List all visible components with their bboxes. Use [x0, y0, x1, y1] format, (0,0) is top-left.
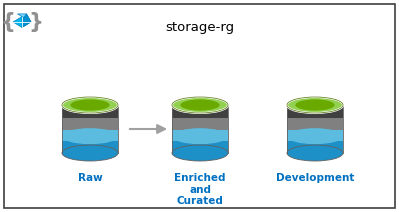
Bar: [62, 119, 118, 133]
Bar: [287, 105, 343, 119]
Ellipse shape: [172, 145, 228, 161]
Bar: [172, 130, 228, 141]
Text: Raw: Raw: [78, 173, 103, 183]
Bar: [172, 136, 228, 153]
Bar: [287, 136, 343, 153]
Polygon shape: [18, 14, 31, 22]
Bar: [172, 105, 228, 119]
Polygon shape: [13, 17, 31, 27]
Ellipse shape: [295, 99, 335, 111]
Ellipse shape: [287, 97, 343, 113]
Bar: [287, 130, 343, 141]
Text: }: }: [29, 12, 43, 32]
Bar: [62, 105, 118, 119]
Bar: [62, 136, 118, 153]
Ellipse shape: [287, 128, 343, 144]
Ellipse shape: [70, 99, 110, 111]
Text: Enriched
and
Curated: Enriched and Curated: [174, 173, 226, 206]
Ellipse shape: [287, 145, 343, 161]
Ellipse shape: [62, 145, 118, 161]
Ellipse shape: [180, 99, 219, 111]
Bar: [62, 130, 118, 141]
Text: {: {: [0, 12, 16, 32]
Text: Development: Development: [276, 173, 354, 183]
Ellipse shape: [172, 128, 228, 144]
Text: storage-rg: storage-rg: [165, 21, 234, 35]
Ellipse shape: [62, 97, 118, 113]
Polygon shape: [22, 14, 31, 27]
Bar: [287, 119, 343, 133]
Bar: [172, 119, 228, 133]
Ellipse shape: [172, 97, 228, 113]
Ellipse shape: [62, 128, 118, 144]
